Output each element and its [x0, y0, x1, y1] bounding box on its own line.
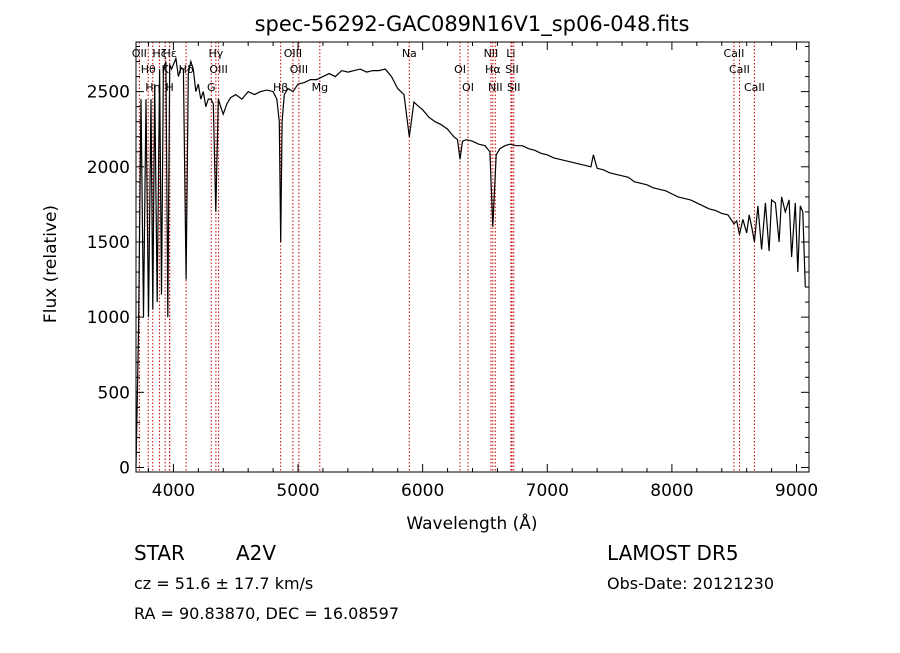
spectral-line-label: Hη — [145, 81, 160, 94]
spectral-line-label: G — [207, 81, 216, 94]
plot-frame — [135, 41, 810, 473]
spectral-line-label: Hγ — [208, 47, 223, 60]
y-tick-label: 2000 — [87, 158, 130, 178]
spectral-line-labels: OIIHθHηHζKHHεHδGHγOIIIHβOIIIOIIIMgNaOIOI… — [132, 47, 765, 94]
spectral-line-label: Hζ — [152, 47, 166, 60]
sky-coordinates: RA = 90.83870, DEC = 16.08597 — [134, 604, 399, 623]
x-axis-ticks: 4000 5000 6000 7000 8000 9000 — [147, 42, 818, 501]
spectral-line-label: Hε — [163, 47, 177, 60]
x-axis-label: Wavelength (Å) — [406, 512, 537, 534]
y-axis-label: Flux (relative) — [41, 205, 61, 323]
spectral-line-label: NII — [484, 47, 499, 60]
spectral-line-label: OI — [454, 63, 466, 76]
y-tick-label: 1000 — [87, 308, 130, 328]
spectral-line-label: OIII — [209, 63, 227, 76]
y-tick-label: 0 — [119, 458, 130, 478]
spectral-line-label: SII — [507, 81, 520, 94]
spectral-line-label: OII — [132, 47, 147, 60]
y-tick-label: 2500 — [87, 83, 130, 103]
spectral-line-label: CaII — [729, 63, 750, 76]
x-tick-label: 4000 — [152, 481, 195, 501]
spectral-line-label: CaII — [724, 47, 745, 60]
spectral-line-label: Hβ — [273, 81, 288, 94]
spectral-line-label: OIII — [284, 47, 302, 60]
redshift-velocity: cz = 51.6 ± 17.7 km/s — [134, 574, 313, 593]
spectral-line-label: Hα — [485, 63, 501, 76]
object-class: STAR — [134, 541, 185, 565]
chart-title: spec-56292-GAC089N16V1_sp06-048.fits — [255, 12, 690, 37]
x-tick-label: 8000 — [650, 481, 693, 501]
y-axis-ticks: 0 500 1000 1500 2000 2500 — [87, 46, 809, 478]
spectral-line-label: OIII — [290, 63, 308, 76]
spectral-line-label: Hθ — [141, 63, 156, 76]
y-tick-label: 500 — [98, 383, 130, 403]
x-tick-label: 5000 — [276, 481, 319, 501]
spectral-line-label: Mg — [312, 81, 328, 94]
y-tick-label: 1500 — [87, 233, 130, 253]
x-tick-label: 9000 — [775, 481, 818, 501]
spectral-line-markers — [138, 42, 755, 472]
object-subclass: A2V — [236, 541, 276, 565]
x-tick-label: 7000 — [526, 481, 569, 501]
spectral-line-label: SII — [505, 63, 518, 76]
x-tick-label: 6000 — [401, 481, 444, 501]
spectrum-series-line — [135, 56, 806, 468]
spectral-line-label: CaII — [744, 81, 765, 94]
survey-name: LAMOST DR5 — [607, 541, 739, 565]
spectral-line-label: OI — [462, 81, 474, 94]
spectral-line-label: Na — [402, 47, 417, 60]
observation-date: Obs-Date: 20121230 — [607, 574, 774, 593]
spectral-line-label: NII — [488, 81, 503, 94]
spectral-line-label: Li — [506, 47, 515, 60]
